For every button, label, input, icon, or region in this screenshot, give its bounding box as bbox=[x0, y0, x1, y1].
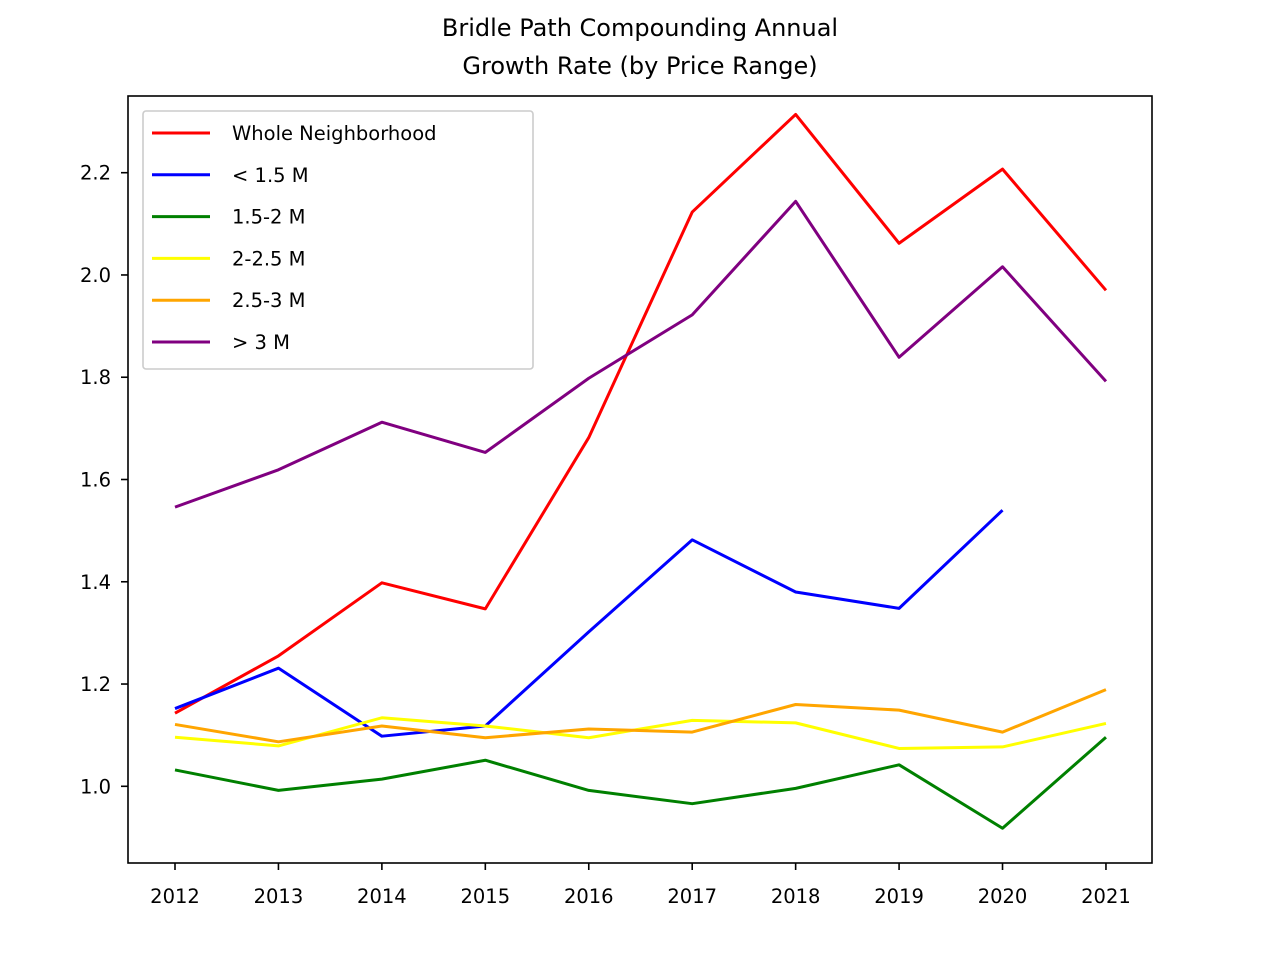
x-tick-label: 2020 bbox=[978, 885, 1028, 908]
y-tick-label: 1.6 bbox=[80, 469, 111, 492]
legend-label-1-5-2-m: 1.5-2 M bbox=[232, 206, 305, 229]
series-line-2-2-5-m bbox=[174, 716, 1107, 750]
x-tick-label: 2015 bbox=[460, 885, 510, 908]
chart-title-line-1: Bridle Path Compounding Annual bbox=[441, 14, 839, 42]
legend-label-2-5-3-m: 2.5-3 M bbox=[232, 289, 305, 312]
legend-label-whole-neighborhood: Whole Neighborhood bbox=[232, 122, 437, 145]
x-tick-label: 2013 bbox=[254, 885, 304, 908]
x-tick-label: 2012 bbox=[150, 885, 200, 908]
y-tick-label: 1.8 bbox=[80, 366, 111, 389]
chart-title-line-2: Growth Rate (by Price Range) bbox=[462, 52, 818, 80]
y-tick-label: 2.2 bbox=[80, 162, 111, 185]
series-line-3-m bbox=[174, 199, 1108, 509]
y-tick-label: 1.2 bbox=[80, 673, 111, 696]
x-tick-label: 2021 bbox=[1081, 885, 1131, 908]
x-tick-label: 2019 bbox=[874, 885, 924, 908]
legend-label-2-2-5-m: 2-2.5 M bbox=[232, 247, 305, 270]
y-tick-label: 1.4 bbox=[80, 571, 111, 594]
x-tick-label: 2014 bbox=[357, 885, 407, 908]
series-line-2-5-3-m bbox=[174, 688, 1107, 744]
legend-label-3-m: > 3 M bbox=[232, 331, 290, 354]
series-line-whole-neighborhood bbox=[174, 112, 1108, 715]
axis-layer: 2012 2013 2014 2015 2016 2017 2018 2019 2020 2021… bbox=[80, 162, 1131, 908]
x-tick-label: 2016 bbox=[564, 885, 614, 908]
legend-box bbox=[142, 110, 534, 370]
legend: Whole Neighborhood < 1.5 M 1.5-2 M 2-2.5 M 2… bbox=[142, 110, 534, 370]
y-tick-label: 2.0 bbox=[80, 264, 111, 287]
series-layer bbox=[174, 112, 1108, 830]
x-tick-label: 2018 bbox=[771, 885, 821, 908]
legend-label-1-5-m: < 1.5 M bbox=[232, 164, 309, 187]
series-line-1-5-m bbox=[174, 509, 1004, 738]
x-tick-label: 2017 bbox=[667, 885, 717, 908]
series-line-1-5-2-m bbox=[174, 736, 1107, 830]
y-tick-label: 1.0 bbox=[80, 775, 111, 798]
